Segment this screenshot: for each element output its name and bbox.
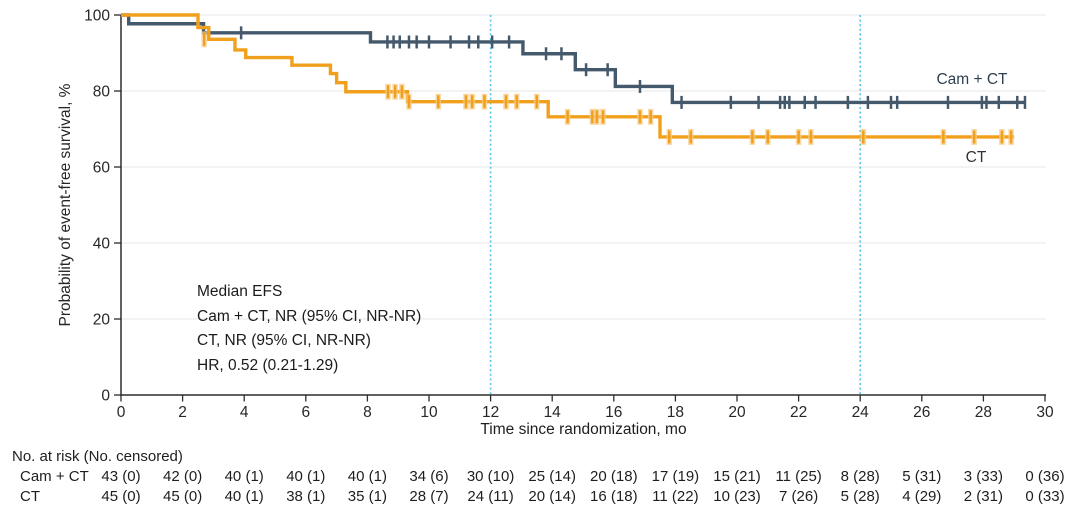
risk-row-label-ct: CT bbox=[20, 488, 40, 505]
annotation-line-hr: HR, 0.52 (0.21-1.29) bbox=[197, 356, 339, 374]
risk-value-ct-24mo: 5 (28) bbox=[840, 488, 880, 505]
risk-value-ct-26mo: 4 (29) bbox=[902, 488, 942, 505]
y-tick-label-60: 60 bbox=[93, 160, 111, 177]
x-tick-label-16: 16 bbox=[605, 404, 622, 421]
risk-value-ct-28mo: 2 (31) bbox=[963, 488, 1003, 505]
risk-value-cam-ct-22mo: 11 (25) bbox=[775, 468, 822, 485]
risk-value-cam-ct-2mo: 42 (0) bbox=[163, 468, 203, 485]
risk-value-cam-ct-0mo: 43 (0) bbox=[101, 468, 141, 485]
x-tick-label-4: 4 bbox=[240, 404, 249, 421]
x-axis-title: Time since randomization, mo bbox=[480, 421, 687, 438]
y-tick-label-80: 80 bbox=[93, 84, 111, 101]
risk-value-ct-2mo: 45 (0) bbox=[163, 488, 203, 505]
y-axis-title: Probability of event-free survival, % bbox=[57, 83, 74, 327]
km-curve-ct bbox=[121, 13, 1015, 139]
series-label-cam-ct: Cam + CT bbox=[936, 71, 1008, 88]
x-tick-label-2: 2 bbox=[178, 404, 187, 421]
risk-value-cam-ct-4mo: 40 (1) bbox=[224, 468, 264, 485]
risk-value-cam-ct-26mo: 5 (31) bbox=[902, 468, 942, 485]
risk-value-cam-ct-24mo: 8 (28) bbox=[840, 468, 880, 485]
risk-value-ct-8mo: 35 (1) bbox=[347, 488, 387, 505]
risk-value-cam-ct-12mo: 30 (10) bbox=[466, 468, 515, 485]
risk-value-ct-6mo: 38 (1) bbox=[286, 488, 326, 505]
x-tick-label-6: 6 bbox=[301, 404, 310, 421]
risk-value-ct-16mo: 16 (18) bbox=[590, 488, 638, 505]
x-tick-label-30: 30 bbox=[1036, 404, 1054, 421]
risk-value-ct-0mo: 45 (0) bbox=[101, 488, 141, 505]
y-tick-label-100: 100 bbox=[84, 8, 110, 25]
x-tick-label-24: 24 bbox=[852, 404, 870, 421]
risk-table-header: No. at risk (No. censored) bbox=[12, 448, 183, 465]
x-tick-label-22: 22 bbox=[790, 404, 807, 421]
x-tick-label-18: 18 bbox=[667, 404, 684, 421]
risk-value-ct-22mo: 7 (26) bbox=[779, 488, 819, 505]
x-tick-label-12: 12 bbox=[482, 404, 499, 421]
series-label-ct: CT bbox=[965, 149, 987, 166]
risk-value-ct-20mo: 10 (23) bbox=[713, 488, 761, 505]
risk-value-cam-ct-20mo: 15 (21) bbox=[713, 468, 761, 485]
x-tick-label-20: 20 bbox=[728, 404, 746, 421]
risk-value-cam-ct-30mo: 0 (36) bbox=[1025, 468, 1065, 485]
risk-value-cam-ct-16mo: 20 (18) bbox=[590, 468, 638, 485]
risk-row-label-cam-ct: Cam + CT bbox=[20, 468, 89, 485]
risk-value-cam-ct-28mo: 3 (33) bbox=[963, 468, 1003, 485]
risk-value-ct-10mo: 28 (7) bbox=[409, 488, 449, 505]
risk-value-ct-18mo: 11 (22) bbox=[652, 488, 699, 505]
x-tick-label-0: 0 bbox=[117, 404, 126, 421]
annotation-line-title: Median EFS bbox=[197, 283, 283, 300]
x-tick-label-10: 10 bbox=[420, 404, 438, 421]
y-tick-label-40: 40 bbox=[93, 236, 111, 253]
median-efs-annotation: Median EFS Cam + CT, NR (95% CI, NR-NR) … bbox=[197, 280, 421, 378]
annotation-line-ct: CT, NR (95% CI, NR-NR) bbox=[197, 332, 371, 350]
risk-value-cam-ct-10mo: 34 (6) bbox=[409, 468, 449, 485]
x-tick-label-8: 8 bbox=[363, 404, 372, 421]
y-tick-label-0: 0 bbox=[101, 388, 110, 405]
risk-value-cam-ct-18mo: 17 (19) bbox=[651, 468, 700, 485]
risk-value-ct-12mo: 24 (11) bbox=[467, 488, 514, 505]
x-tick-label-14: 14 bbox=[544, 404, 562, 421]
risk-value-cam-ct-8mo: 40 (1) bbox=[347, 468, 387, 485]
risk-value-ct-14mo: 20 (14) bbox=[528, 488, 576, 505]
risk-value-cam-ct-6mo: 40 (1) bbox=[286, 468, 326, 485]
y-tick-label-20: 20 bbox=[93, 312, 111, 329]
risk-value-cam-ct-14mo: 25 (14) bbox=[528, 468, 576, 485]
km-curve-cam-ct bbox=[121, 13, 1025, 105]
risk-value-ct-30mo: 0 (33) bbox=[1025, 488, 1065, 505]
x-tick-label-28: 28 bbox=[975, 404, 992, 421]
annotation-line-cam-ct: Cam + CT, NR (95% CI, NR-NR) bbox=[197, 307, 422, 325]
x-tick-label-26: 26 bbox=[913, 404, 930, 421]
risk-value-ct-4mo: 40 (1) bbox=[224, 488, 264, 505]
